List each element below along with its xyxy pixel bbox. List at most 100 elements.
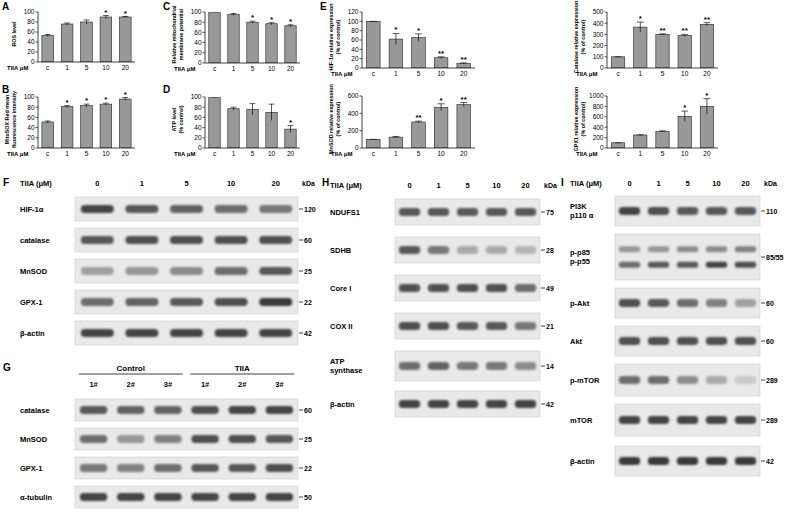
bar (61, 107, 73, 148)
plot-marks (367, 103, 471, 149)
group-underline (79, 374, 183, 375)
band (266, 435, 294, 443)
panel-label: H (322, 177, 329, 188)
error-bar (393, 33, 400, 44)
band (259, 298, 292, 306)
y-tick (36, 42, 39, 43)
row-label: MnSOD (20, 267, 48, 276)
band (428, 322, 449, 330)
band (228, 435, 256, 443)
chart-panel: *******0100200300400500c151020TIIA μMCat… (573, 1, 718, 77)
blot-membrane (75, 486, 298, 508)
error-cap (393, 136, 400, 137)
error-stem (233, 107, 234, 110)
significance: * (289, 17, 293, 26)
band (457, 400, 478, 408)
x-tick-label: c (372, 70, 376, 77)
y-tick-label: 100 (24, 8, 35, 15)
y-axis (38, 97, 39, 148)
band (486, 208, 507, 216)
band (125, 329, 158, 337)
band (677, 246, 698, 252)
row-label: SDHB (330, 246, 352, 255)
bar (656, 34, 669, 68)
x-axis-label: TIIA μM (576, 71, 597, 77)
error-bar (393, 136, 400, 137)
x-tick-label: 5 (85, 150, 89, 157)
y-tick (605, 137, 608, 138)
kda-label: 21 (546, 323, 554, 330)
plot-marks (209, 12, 296, 63)
error-bar (637, 134, 644, 136)
group-label: Control (117, 364, 145, 373)
x-axis (362, 68, 475, 69)
kda-label: 120 (304, 206, 316, 213)
unit-label: kDa (302, 180, 315, 187)
band (677, 457, 698, 465)
band (80, 464, 108, 472)
error-stem (640, 22, 641, 32)
kda-label: 289 (766, 417, 778, 424)
chart-panel: ****020406080100c151020TIIA μMMitoSOX Re… (2, 84, 135, 157)
y-tick-label: 0 (355, 64, 359, 71)
lane-label: 3# (164, 380, 173, 389)
y-axis-label: (% of control) (335, 19, 341, 54)
y-axis (205, 12, 206, 63)
band (619, 337, 640, 345)
y-tick (360, 58, 363, 59)
lane-label: 10 (492, 181, 500, 190)
y-tick-label: 80 (27, 104, 35, 111)
x-tick-label: 20 (122, 150, 130, 157)
blot-membrane (395, 275, 540, 301)
x-tick-label: c (213, 65, 217, 72)
error-stem (418, 34, 419, 41)
significance: * (683, 103, 687, 112)
error-cap (231, 107, 237, 108)
significance: * (124, 90, 128, 99)
bar (81, 106, 93, 148)
band (125, 236, 158, 244)
kda-dash (761, 303, 765, 304)
band (259, 205, 292, 213)
figure: **020406080100c151020TIIA μMROS levelA**… (0, 0, 798, 517)
error-cap (370, 139, 377, 140)
band (154, 464, 182, 472)
band (80, 406, 108, 414)
band (735, 416, 756, 424)
y-tick (605, 106, 608, 107)
x-tick-label: 1 (65, 64, 69, 71)
y-tick (203, 127, 206, 128)
error-stem (86, 20, 87, 24)
error-bar (269, 104, 275, 120)
y-axis-label: ROS level (11, 21, 17, 47)
y-tick-label: 20 (194, 49, 202, 56)
band (228, 493, 256, 501)
kda-label: 60 (766, 300, 774, 307)
error-bar (415, 34, 422, 41)
kda-label: 49 (546, 285, 554, 292)
panel-label: A (2, 1, 9, 12)
y-tick-label: 40 (27, 124, 35, 131)
y-tick-label: 0 (31, 144, 35, 151)
y-tick (203, 148, 206, 149)
band (399, 322, 420, 330)
row-label: GPX-1 (20, 298, 43, 307)
band (117, 493, 145, 501)
significance: * (639, 14, 643, 23)
x-tick-label: c (616, 70, 620, 77)
y-axis-label: (% of control) (335, 101, 341, 136)
kda-dash (541, 366, 545, 367)
band (428, 362, 449, 370)
lane-label: 10 (712, 179, 720, 188)
band (170, 205, 203, 213)
significance: * (104, 95, 108, 104)
kda-dash (761, 211, 765, 212)
kda-dash (761, 380, 765, 381)
chart-panel: *****0200400600c151020TIIA μMMnSOD relat… (328, 84, 475, 157)
band (215, 267, 248, 275)
blot-membrane (615, 364, 760, 396)
y-tick-label: 20 (351, 55, 359, 62)
bar (209, 97, 220, 148)
y-tick-label: 20 (27, 48, 35, 55)
x-axis (607, 148, 718, 149)
